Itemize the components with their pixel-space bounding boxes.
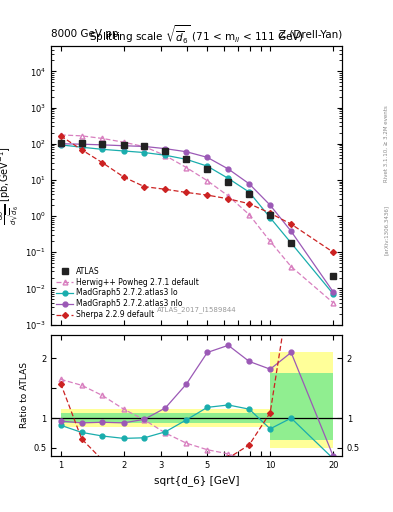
MadGraph5 2.7.2.atlas3 lo: [163, 152, 168, 158]
Herwig++ Powheg 2.7.1 default: [268, 238, 272, 244]
Sherpa 2.2.9 default: [289, 221, 294, 227]
Text: Z (Drell-Yan): Z (Drell-Yan): [279, 29, 342, 39]
Herwig++ Powheg 2.7.1 default: [184, 164, 189, 170]
Sherpa 2.2.9 default: [205, 192, 209, 198]
Sherpa 2.2.9 default: [79, 147, 84, 153]
Herwig++ Powheg 2.7.1 default: [163, 153, 168, 159]
Herwig++ Powheg 2.7.1 default: [79, 133, 84, 139]
Line: Sherpa 2.2.9 default: Sherpa 2.2.9 default: [59, 134, 335, 254]
Line: ATLAS: ATLAS: [57, 140, 336, 279]
Herwig++ Powheg 2.7.1 default: [289, 264, 294, 270]
MadGraph5 2.7.2.atlas3 nlo: [163, 145, 168, 152]
MadGraph5 2.7.2.atlas3 nlo: [226, 166, 231, 172]
ATLAS: [205, 166, 209, 172]
MadGraph5 2.7.2.atlas3 lo: [205, 163, 209, 169]
ATLAS: [121, 141, 126, 147]
Text: [arXiv:1306.3436]: [arXiv:1306.3436]: [384, 205, 389, 255]
Line: MadGraph5 2.7.2.atlas3 nlo: MadGraph5 2.7.2.atlas3 nlo: [58, 141, 336, 294]
ATLAS: [247, 191, 252, 197]
ATLAS: [331, 273, 336, 279]
MadGraph5 2.7.2.atlas3 nlo: [142, 143, 147, 150]
MadGraph5 2.7.2.atlas3 lo: [142, 150, 147, 156]
Y-axis label: Ratio to ATLAS: Ratio to ATLAS: [20, 362, 29, 428]
Sherpa 2.2.9 default: [100, 160, 105, 166]
MadGraph5 2.7.2.atlas3 lo: [58, 142, 63, 148]
Text: Rivet 3.1.10, ≥ 3.2M events: Rivet 3.1.10, ≥ 3.2M events: [384, 105, 389, 182]
MadGraph5 2.7.2.atlas3 lo: [100, 146, 105, 153]
MadGraph5 2.7.2.atlas3 nlo: [331, 289, 336, 295]
ATLAS: [100, 141, 105, 147]
MadGraph5 2.7.2.atlas3 nlo: [100, 142, 105, 148]
Text: ATLAS_2017_I1589844: ATLAS_2017_I1589844: [157, 307, 236, 313]
MadGraph5 2.7.2.atlas3 lo: [184, 156, 189, 162]
ATLAS: [79, 140, 84, 146]
MadGraph5 2.7.2.atlas3 nlo: [58, 141, 63, 147]
MadGraph5 2.7.2.atlas3 lo: [268, 215, 272, 221]
Y-axis label: $\frac{d\sigma}{d\sqrt{\overline{d}_6}}$ [pb,GeV$^{-1}$]: $\frac{d\sigma}{d\sqrt{\overline{d}_6}}$…: [0, 146, 21, 225]
MadGraph5 2.7.2.atlas3 nlo: [247, 181, 252, 187]
Herwig++ Powheg 2.7.1 default: [205, 178, 209, 184]
Sherpa 2.2.9 default: [268, 210, 272, 216]
Herwig++ Powheg 2.7.1 default: [247, 211, 252, 218]
ATLAS: [58, 140, 63, 146]
MadGraph5 2.7.2.atlas3 lo: [331, 291, 336, 297]
Herwig++ Powheg 2.7.1 default: [100, 135, 105, 141]
Sherpa 2.2.9 default: [184, 189, 189, 196]
Herwig++ Powheg 2.7.1 default: [331, 300, 336, 306]
MadGraph5 2.7.2.atlas3 lo: [79, 144, 84, 151]
MadGraph5 2.7.2.atlas3 lo: [226, 175, 231, 181]
MadGraph5 2.7.2.atlas3 lo: [247, 189, 252, 195]
Legend: ATLAS, Herwig++ Powheg 2.7.1 default, MadGraph5 2.7.2.atlas3 lo, MadGraph5 2.7.2: ATLAS, Herwig++ Powheg 2.7.1 default, Ma…: [55, 265, 201, 321]
MadGraph5 2.7.2.atlas3 lo: [121, 148, 126, 154]
MadGraph5 2.7.2.atlas3 nlo: [79, 141, 84, 147]
ATLAS: [226, 179, 231, 185]
MadGraph5 2.7.2.atlas3 nlo: [289, 228, 294, 234]
MadGraph5 2.7.2.atlas3 nlo: [205, 154, 209, 160]
ATLAS: [163, 148, 168, 154]
MadGraph5 2.7.2.atlas3 lo: [289, 240, 294, 246]
X-axis label: sqrt{d_6} [GeV]: sqrt{d_6} [GeV]: [154, 475, 239, 486]
Title: Splitting scale $\sqrt{\overline{d}_6}$ (71 < m$_{ll}$ < 111 GeV): Splitting scale $\sqrt{\overline{d}_6}$ …: [89, 24, 304, 46]
ATLAS: [289, 240, 294, 246]
ATLAS: [268, 211, 272, 218]
Line: MadGraph5 2.7.2.atlas3 lo: MadGraph5 2.7.2.atlas3 lo: [58, 142, 336, 296]
MadGraph5 2.7.2.atlas3 nlo: [184, 148, 189, 155]
Sherpa 2.2.9 default: [58, 133, 63, 139]
Text: 8000 GeV pp: 8000 GeV pp: [51, 29, 119, 39]
Sherpa 2.2.9 default: [331, 249, 336, 255]
Herwig++ Powheg 2.7.1 default: [142, 143, 147, 150]
Sherpa 2.2.9 default: [247, 201, 252, 207]
Sherpa 2.2.9 default: [163, 186, 168, 193]
Sherpa 2.2.9 default: [226, 196, 231, 202]
Herwig++ Powheg 2.7.1 default: [226, 193, 231, 199]
MadGraph5 2.7.2.atlas3 nlo: [121, 143, 126, 149]
Herwig++ Powheg 2.7.1 default: [121, 139, 126, 145]
ATLAS: [184, 156, 189, 162]
Sherpa 2.2.9 default: [142, 184, 147, 190]
Herwig++ Powheg 2.7.1 default: [58, 132, 63, 138]
MadGraph5 2.7.2.atlas3 nlo: [268, 202, 272, 208]
ATLAS: [142, 143, 147, 150]
Line: Herwig++ Powheg 2.7.1 default: Herwig++ Powheg 2.7.1 default: [58, 133, 336, 305]
Sherpa 2.2.9 default: [121, 174, 126, 180]
